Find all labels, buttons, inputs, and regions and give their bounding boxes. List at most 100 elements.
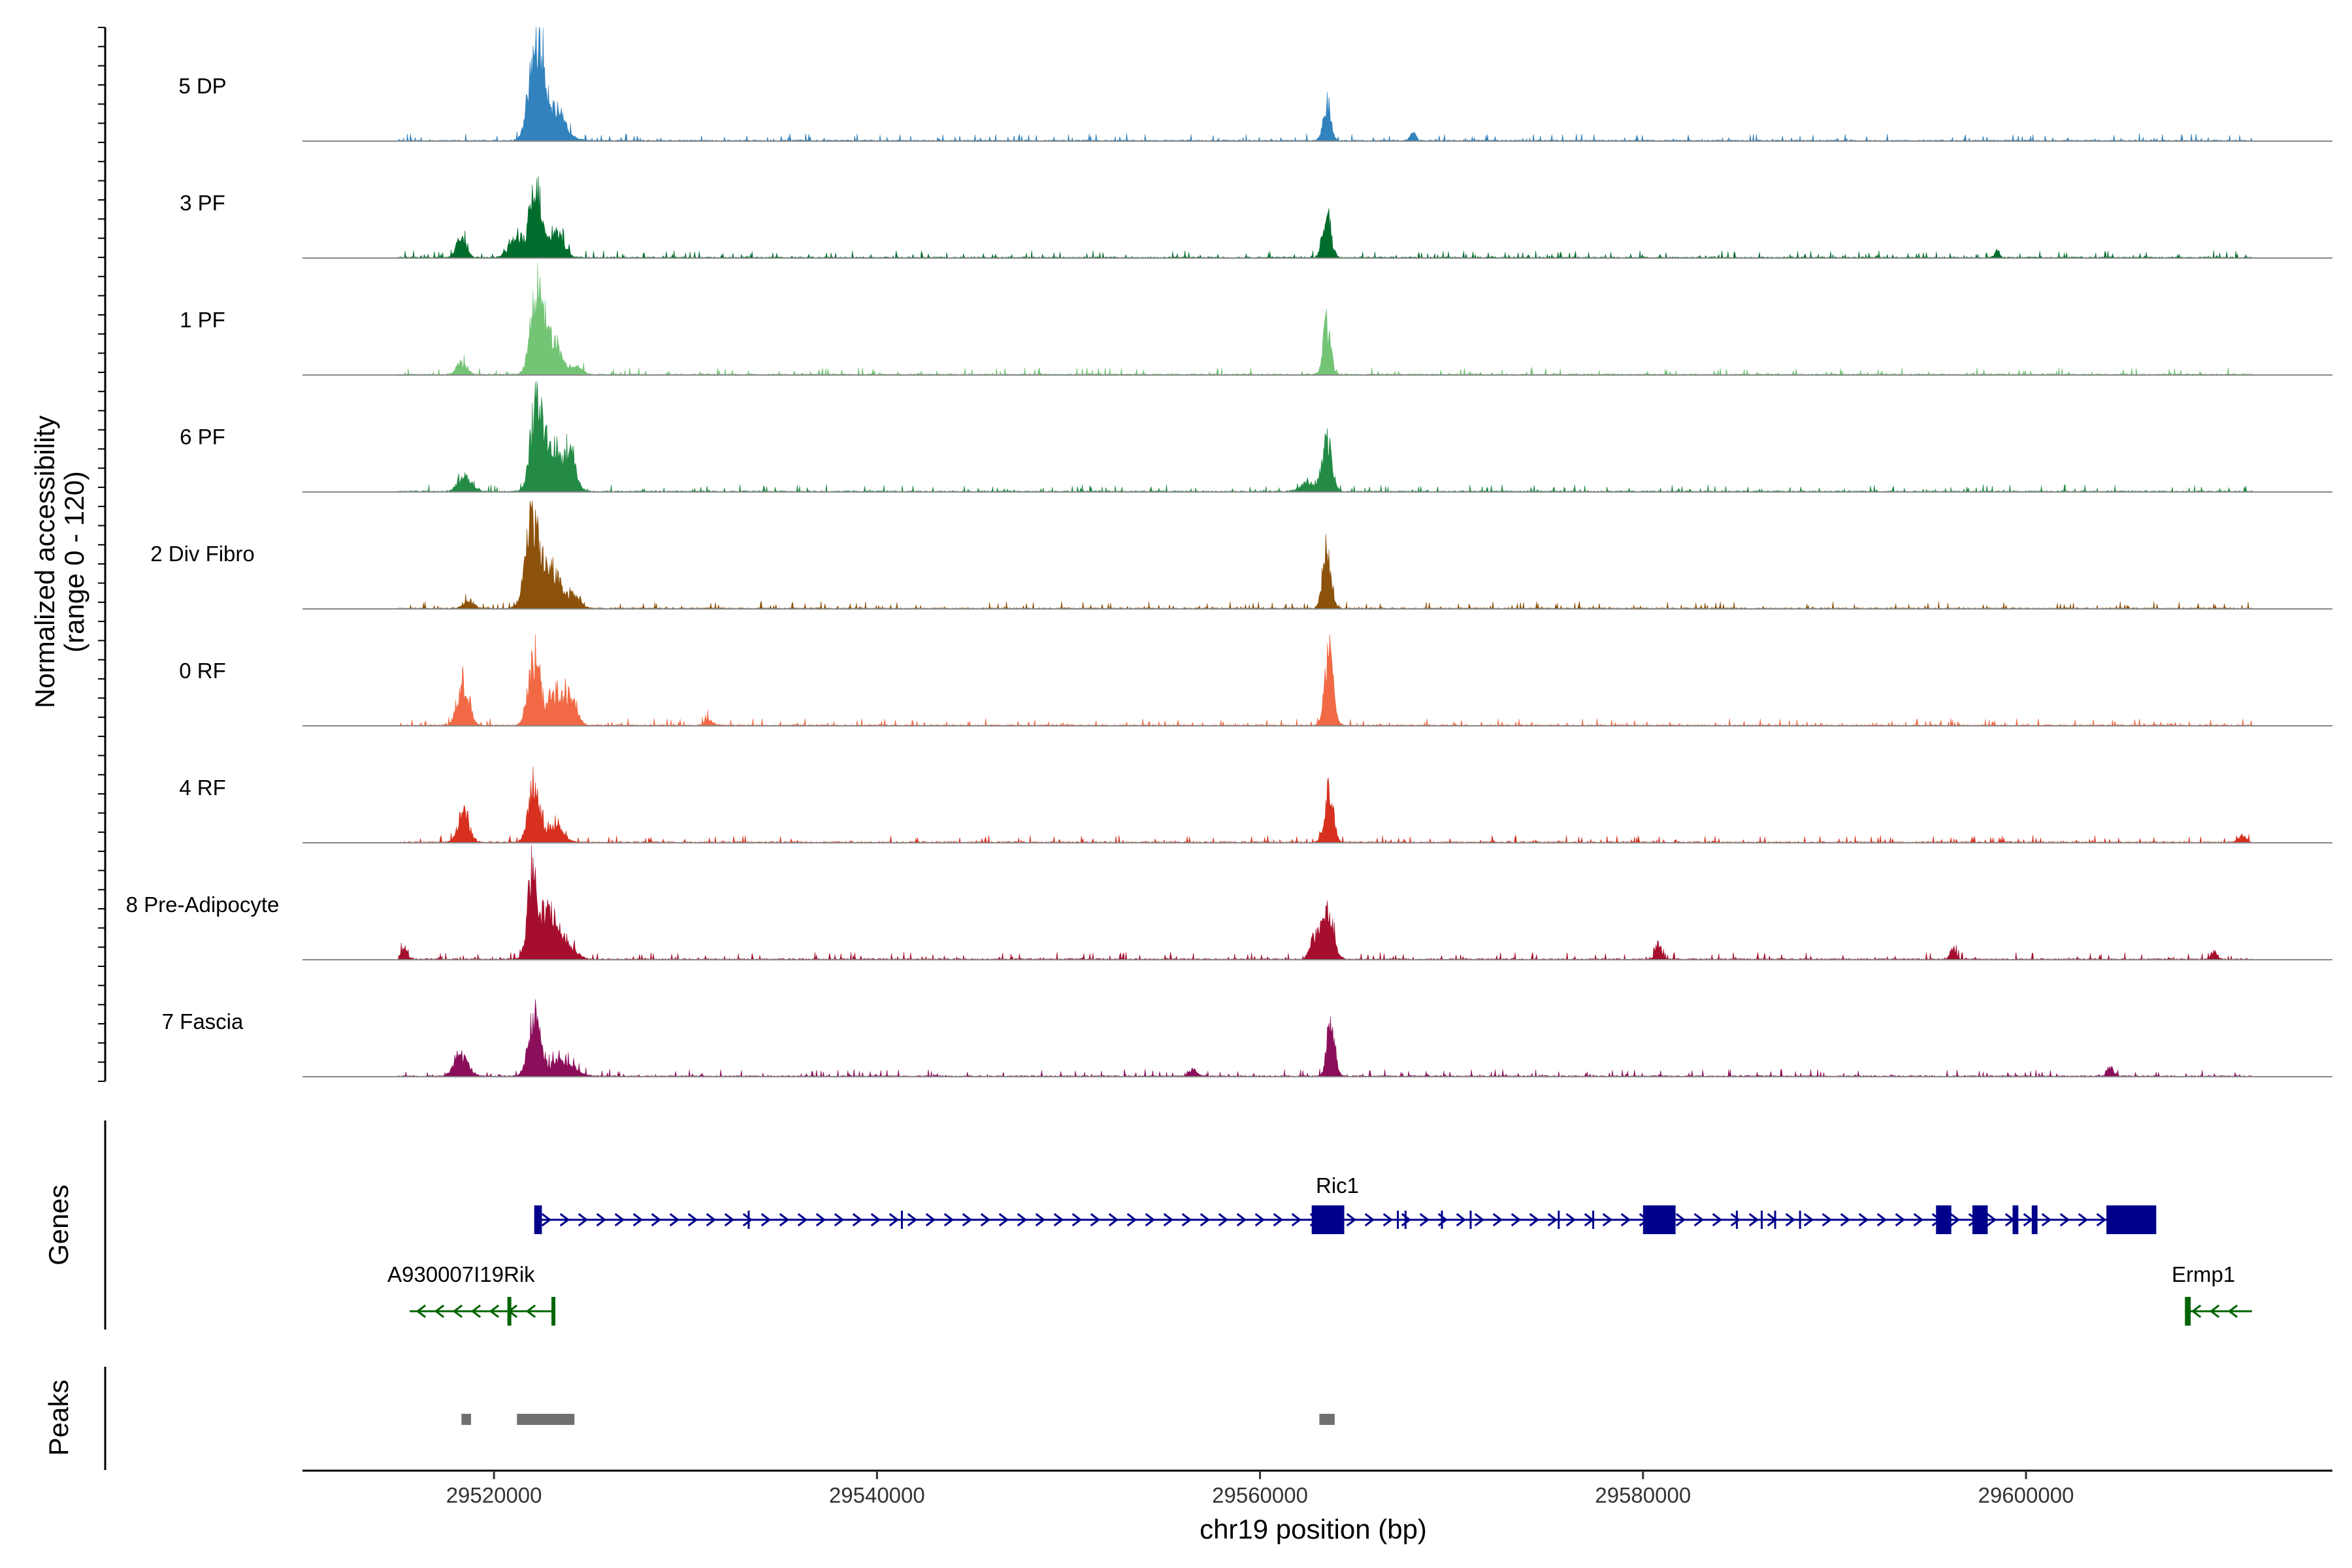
coverage-area (398, 766, 2253, 843)
strand-arrow (559, 1213, 570, 1227)
coverage-area (398, 262, 2253, 376)
track-1-pf: 1 PF (180, 262, 2332, 376)
strand-arrow (1913, 1213, 1924, 1227)
strand-arrow (1675, 1213, 1686, 1227)
strand-arrow (797, 1213, 808, 1227)
strand-arrow (1126, 1213, 1137, 1227)
track-label: 0 RF (179, 659, 226, 683)
strand-arrow (1547, 1213, 1558, 1227)
peak-region (461, 1414, 471, 1425)
x-axis-title: chr19 position (bp) (1200, 1514, 1427, 1544)
strand-arrow (998, 1213, 1009, 1227)
strand-arrow (2059, 1213, 2070, 1227)
strand-arrow (2078, 1213, 2089, 1227)
strand-arrow (669, 1213, 680, 1227)
strand-arrow (1529, 1213, 1540, 1227)
coverage-area (398, 845, 2253, 960)
strand-arrow (889, 1213, 900, 1227)
strand-arrow (925, 1213, 936, 1227)
strand-arrow (1840, 1213, 1851, 1227)
gene-label: Ermp1 (2172, 1262, 2235, 1286)
track-7-fascia: 7 Fascia (162, 999, 2332, 1077)
strand-arrow (1693, 1213, 1705, 1227)
strand-arrow (614, 1213, 625, 1227)
strand-arrow (1474, 1213, 1485, 1227)
track-label: 4 RF (179, 776, 226, 800)
strand-arrow (907, 1213, 918, 1227)
strand-arrow (489, 1304, 500, 1318)
exon (1642, 1205, 1676, 1234)
strand-arrow (1492, 1213, 1503, 1227)
strand-arrow (1712, 1213, 1723, 1227)
exon (1972, 1205, 1988, 1234)
strand-arrow (1108, 1213, 1119, 1227)
track-label: 3 PF (180, 191, 225, 215)
strand-arrow (2041, 1213, 2052, 1227)
strand-arrow (1602, 1213, 1613, 1227)
exon (534, 1205, 542, 1234)
gene-ermp1: Ermp1 (2172, 1262, 2252, 1326)
exon (2031, 1205, 2038, 1234)
strand-arrow (1090, 1213, 1101, 1227)
strand-arrow (760, 1213, 772, 1227)
gene-label: A930007I19Rik (387, 1262, 535, 1286)
strand-arrow (1291, 1213, 1302, 1227)
x-tick-label: 29560000 (1212, 1483, 1308, 1507)
track-label: 5 DP (178, 74, 226, 98)
x-tick-label: 29580000 (1595, 1483, 1691, 1507)
coverage-area (398, 999, 2253, 1077)
strand-arrow (2209, 1304, 2220, 1318)
strand-arrow (1858, 1213, 1869, 1227)
peaks-panel (461, 1414, 1335, 1425)
track-2-div-fibro: 2 Div Fibro (150, 500, 2332, 610)
peaks-panel-title: Peaks (43, 1380, 74, 1456)
strand-arrow (1254, 1213, 1266, 1227)
peak-region (517, 1414, 575, 1425)
strand-arrow (943, 1213, 955, 1227)
exon (1311, 1205, 1345, 1234)
strand-arrow (1035, 1213, 1046, 1227)
strand-arrow (2096, 1213, 2107, 1227)
strand-arrow (1620, 1213, 1631, 1227)
strand-arrow (1273, 1213, 1284, 1227)
coverage-area (398, 381, 2253, 493)
exon (2012, 1205, 2019, 1234)
peak-region (1319, 1414, 1335, 1425)
strand-arrow (1236, 1213, 1247, 1227)
strand-arrow (1382, 1213, 1394, 1227)
strand-arrow (1071, 1213, 1083, 1227)
genes-panel-title: Genes (43, 1184, 74, 1266)
strand-arrow (632, 1213, 644, 1227)
strand-arrow (1895, 1213, 1906, 1227)
strand-arrow (870, 1213, 881, 1227)
x-tick-label: 29600000 (1978, 1483, 2074, 1507)
strand-arrow (1730, 1213, 1741, 1227)
coverage-area (398, 500, 2253, 610)
coverage-area (398, 176, 2253, 259)
strand-arrow (1785, 1213, 1796, 1227)
strand-arrow (1053, 1213, 1064, 1227)
exon (1936, 1205, 1952, 1234)
strand-arrow (852, 1213, 863, 1227)
x-tick-label: 29540000 (829, 1483, 925, 1507)
strand-arrow (541, 1213, 552, 1227)
strand-arrow (1565, 1213, 1576, 1227)
strand-arrow (980, 1213, 991, 1227)
strand-arrow (525, 1304, 536, 1318)
strand-arrow (1511, 1213, 1522, 1227)
track-label: 7 Fascia (162, 1009, 244, 1034)
strand-arrow (434, 1304, 445, 1318)
gene-label: Ric1 (1316, 1173, 1359, 1198)
coverage-area (398, 634, 2253, 727)
track-label: 8 Pre-Adipocyte (126, 892, 280, 917)
strand-arrow (2023, 1213, 2034, 1227)
gene-annotation-panel: Ric1 A930007I19Rik Ermp1 (387, 1173, 2252, 1326)
strand-arrow (1456, 1213, 1467, 1227)
strand-arrow (779, 1213, 790, 1227)
strand-arrow (1401, 1213, 1412, 1227)
strand-arrow (578, 1213, 589, 1227)
strand-arrow (1364, 1213, 1375, 1227)
coverage-area (398, 26, 2253, 142)
track-label: 2 Div Fibro (150, 542, 255, 566)
